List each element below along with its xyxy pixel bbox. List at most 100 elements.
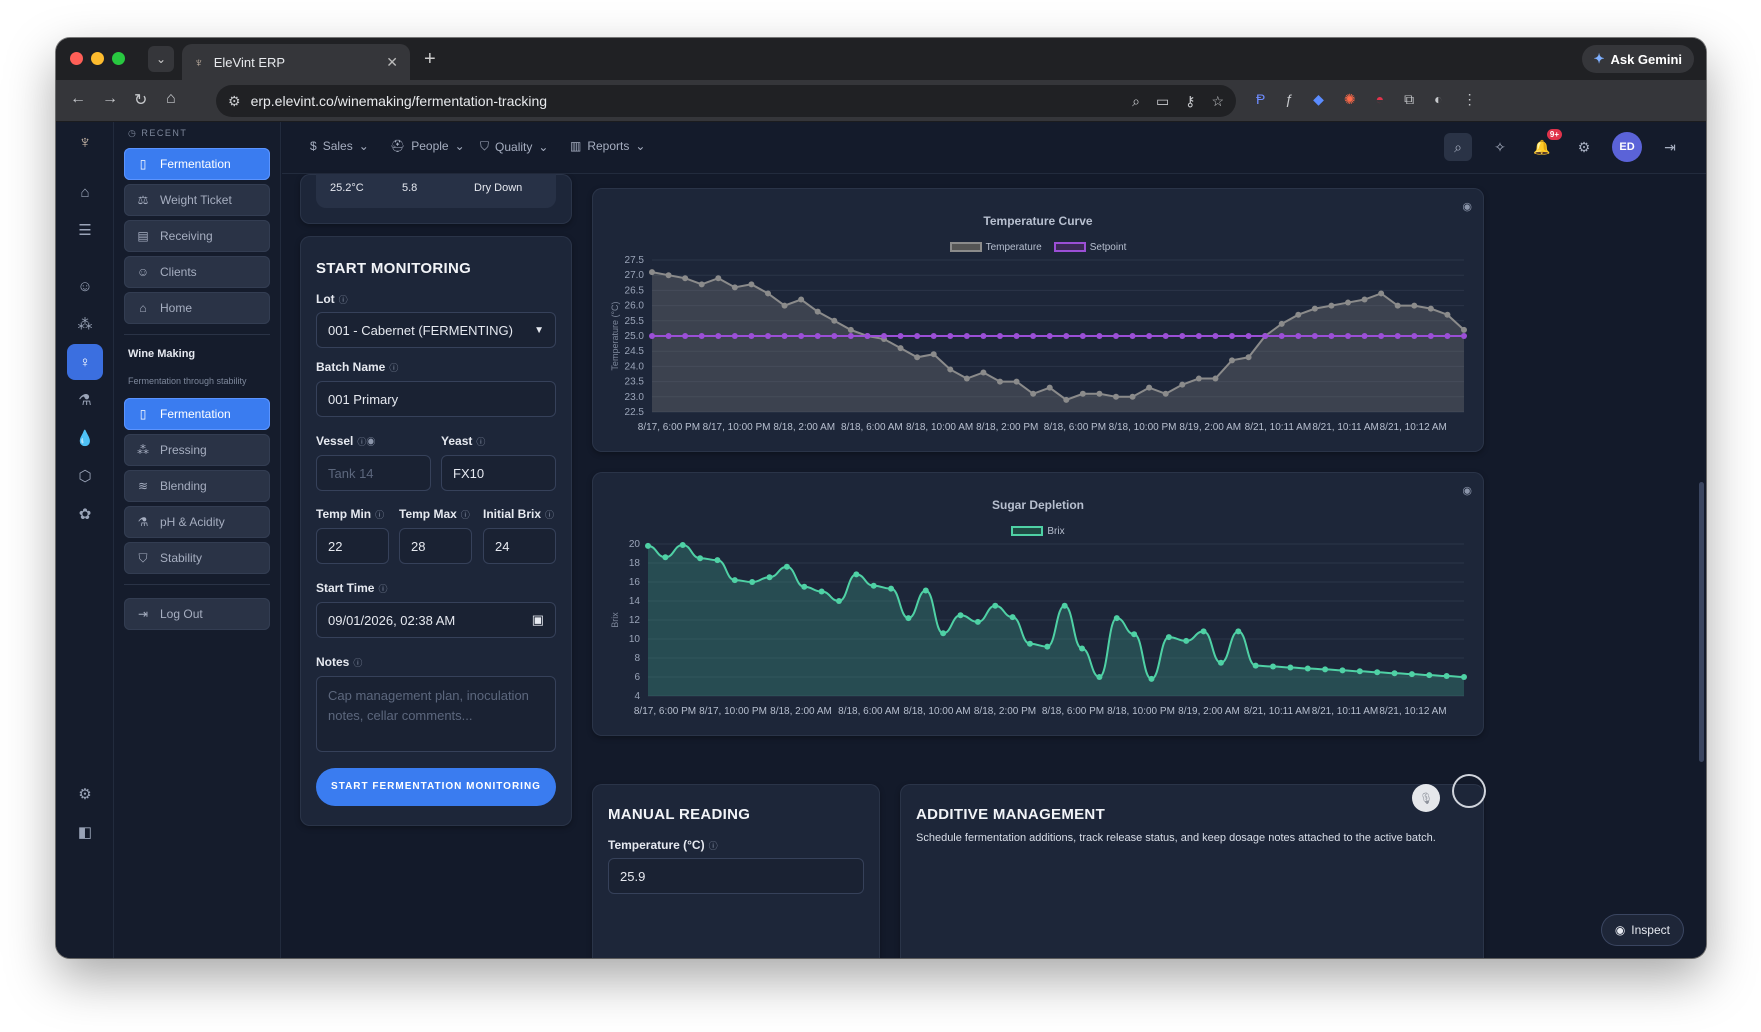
data-point [1013,378,1020,385]
temperature-input[interactable]: 25.9 [608,858,864,894]
extension-lips-icon[interactable]: ◓ [1375,91,1385,107]
rail-gear-icon[interactable]: ⚙ [78,786,92,803]
sidebar-item-pressing[interactable]: ⁂ Pressing [124,434,270,466]
temp-min-input[interactable]: 22 [316,528,389,564]
calendar-icon[interactable]: ▣ [531,612,544,627]
barrel-icon: ▯ [139,407,147,421]
eye-icon[interactable]: ◉ [1462,201,1472,213]
rail-grape-icon[interactable]: ⁂ [77,316,93,333]
rail-panel-icon[interactable]: ◧ [77,824,93,841]
yeast-input[interactable]: FX10 [441,455,556,491]
rail-box-icon[interactable]: ⬡ [78,468,92,485]
temp-max-input[interactable]: 28 [399,528,472,564]
data-point [731,284,738,291]
x-tick-label: 8/18, 10:00 PM [1109,422,1177,433]
legend-brix[interactable]: Brix [1011,526,1065,537]
sidebar-item-ph-acidity[interactable]: ⚗ pH & Acidity [124,506,270,538]
initial-brix-input[interactable]: 24 [483,528,556,564]
data-point [818,588,825,595]
batch-name-input[interactable]: 001 Primary [316,381,556,417]
minimize-window-button[interactable] [91,52,104,65]
legend-setpoint[interactable]: Setpoint [1053,242,1126,253]
additive-management-card: ADDITIVE MANAGEMENT Schedule fermentatio… [900,784,1484,958]
recent-item-receiving[interactable]: ▤ Receiving [124,220,270,252]
rail-drop-icon[interactable]: 💧 [75,430,95,447]
key-icon[interactable]: ⚷ [1185,92,1196,109]
zoom-icon[interactable]: ⌕ [1132,92,1140,109]
ai-sparkle-button[interactable]: ✧ [1486,133,1514,161]
data-point [682,333,689,339]
data-point [1444,333,1451,339]
y-tick-label: 26.5 [625,285,645,296]
nav-sales[interactable]: $ Sales ⌄ [310,139,369,153]
scrollbar[interactable] [1699,482,1704,762]
legend-temperature[interactable]: Temperature [949,242,1042,253]
rail-users-icon[interactable]: ☺ [77,277,93,295]
new-tab-button[interactable]: + [424,48,436,70]
site-settings-icon[interactable]: ⚙ [228,92,241,109]
record-button[interactable] [1452,774,1486,808]
rail-checklist-icon[interactable]: ☰ [78,222,92,239]
nav-reports[interactable]: ▥ Reports ⌄ [570,139,645,153]
data-point [947,333,954,339]
elevint-logo-icon[interactable]: ♆ [78,132,92,152]
cast-icon[interactable]: ▭ [1155,92,1170,109]
sidebar-item-blending[interactable]: ≋ Blending [124,470,270,502]
recent-item-weight-ticket[interactable]: ⚖ Weight Ticket [124,184,270,216]
data-point [1345,299,1351,306]
data-point [1129,393,1136,400]
nav-people[interactable]: ⛑ People ⌄ [390,139,465,153]
back-icon[interactable]: ← [70,90,86,107]
recent-item-clients[interactable]: ☺ Clients [124,256,270,288]
forward-icon[interactable]: → [102,90,118,107]
notes-textarea[interactable]: Cap management plan, inoculation notes, … [316,676,556,752]
x-tick-label: 8/17, 10:00 PM [703,422,771,433]
data-point [679,541,686,548]
recent-item-fermentation[interactable]: ▯ Fermentation [124,148,270,180]
extension-tag-icon[interactable]: ◆ [1313,91,1324,107]
extension-p-icon[interactable]: Ᵽ [1256,91,1266,107]
sidebar-item-fermentation[interactable]: ▯ Fermentation [124,398,270,430]
lot-select[interactable]: 001 - Cabernet (FERMENTING) ▼ [316,312,556,348]
data-point [766,574,773,581]
inspect-button[interactable]: ◉ Inspect [1600,914,1684,946]
browser-tab[interactable]: ♆ EleVint ERP ✕ [182,44,410,80]
mute-mic-button[interactable]: 🎙 [1412,784,1440,812]
extension-fx-icon[interactable]: ƒ [1285,91,1294,107]
settings-button[interactable]: ⚙ [1570,133,1598,161]
rail-home-icon[interactable]: ⌂ [80,183,90,201]
close-tab-icon[interactable]: ✕ [386,53,398,70]
info-icon: ⓘ [375,510,385,520]
tab-search-button[interactable]: ⌄ [148,46,174,72]
data-point [1245,333,1252,339]
sidebar-item-stability[interactable]: ⛉ Stability [124,542,270,574]
logout-top-button[interactable]: ⇥ [1656,133,1684,161]
data-point [997,378,1003,385]
reload-icon[interactable]: ↻ [134,92,148,109]
rail-cluster-icon[interactable]: ✿ [78,506,92,523]
vessel-input[interactable]: Tank 14 [316,455,431,491]
recent-item-home[interactable]: ⌂ Home [124,292,270,324]
menu-kebab-icon[interactable]: ⋮ [1462,91,1477,107]
extensions-puzzle-icon[interactable]: ⧉ [1404,91,1415,107]
extension-burst-icon[interactable]: ✺ [1343,91,1356,107]
start-time-input[interactable]: 09/01/2026, 02:38 AM ▣ [316,602,556,638]
home-icon[interactable]: ⌂ [166,90,176,107]
rail-wine-glass-icon[interactable]: ♀ [67,344,103,380]
logout-button[interactable]: ⇥ Log Out [124,598,270,630]
notifications-button[interactable]: 🔔 9+ [1528,129,1562,161]
maximize-window-button[interactable] [112,52,125,65]
star-icon[interactable]: ☆ [1211,92,1224,109]
data-point [1079,333,1086,339]
avatar[interactable]: ED [1612,132,1642,162]
rail-flask-icon[interactable]: ⚗ [78,392,92,409]
search-button[interactable]: ⌕ [1444,133,1472,161]
profile-avatar-icon[interactable]: ◐ [1434,91,1443,107]
address-bar[interactable]: ⚙ erp.elevint.co/winemaking/fermentation… [216,85,1236,117]
start-monitoring-button[interactable]: START FERMENTATION MONITORING [316,768,556,806]
ask-gemini-button[interactable]: ✦ Ask Gemini [1581,45,1694,73]
nav-quality[interactable]: ⛉ Quality ⌄ [480,139,548,154]
eye-icon[interactable]: ◉ [1462,485,1472,497]
section-title: Wine Making [128,348,196,360]
close-window-button[interactable] [70,52,83,65]
